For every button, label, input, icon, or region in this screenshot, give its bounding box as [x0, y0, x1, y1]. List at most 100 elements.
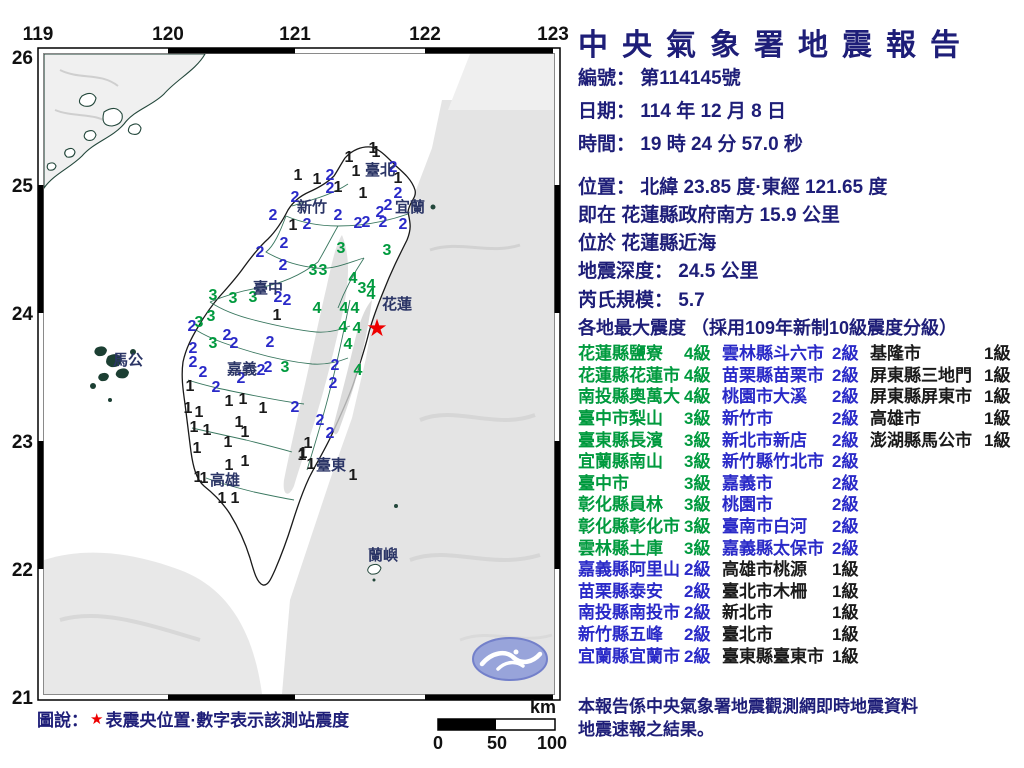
station-name: 花蓮縣鹽寮 — [578, 344, 663, 364]
epicenter-star-legend-icon: ★ — [90, 710, 104, 728]
intensity-table-row: 宜蘭縣宜蘭市 2級 臺東縣臺東市 1級 — [578, 643, 1024, 666]
intensity-marker: 2 — [189, 340, 198, 357]
intensity-marker: 1 — [200, 470, 209, 487]
intensity-marker: 4 — [367, 286, 376, 303]
axis-left-label: 21 — [12, 688, 34, 709]
intensity-marker: 3 — [209, 287, 218, 304]
legend-text: 表震央位置·數字表示該測站震度 — [105, 711, 350, 730]
intensity-marker: 1 — [304, 435, 313, 452]
intensity-marker: 1 — [190, 419, 199, 436]
intensity-marker: 2 — [329, 375, 338, 392]
axis-left-label: 22 — [12, 560, 33, 581]
intensity-marker: 2 — [279, 257, 288, 274]
footer-line-1: 本報告係中央氣象署地震觀測網即時地震資料 — [578, 697, 918, 716]
station-name: 臺南市白河 — [722, 517, 807, 537]
intensity-marker: 2 — [326, 425, 335, 442]
intensity-marker: 2 — [326, 180, 335, 197]
intensity-table-title: 各地最大震度 （採用109年新制10級震度分級） — [578, 318, 958, 338]
intensity-marker: 2 — [230, 335, 239, 352]
intensity-level: 2級 — [832, 430, 859, 450]
intensity-table-row: 花蓮縣花蓮市 4級 苗栗縣苗栗市 2級 屏東縣三地門 1級 — [578, 363, 1024, 385]
axis-top-label: 120 — [152, 24, 184, 45]
intensity-marker: 3 — [319, 262, 328, 279]
station-name: 高雄市桃源 — [722, 560, 807, 580]
station-name: 宜蘭縣宜蘭市 — [578, 646, 680, 666]
intensity-marker: 3 — [195, 314, 204, 331]
intensity-marker: 3 — [229, 290, 238, 307]
intensity-marker: 2 — [256, 244, 265, 261]
intensity-level: 2級 — [832, 452, 859, 472]
intensity-marker: 4 — [353, 320, 362, 337]
intensity-table-row: 南投縣南投市 2級 新北市 1級 — [578, 600, 1024, 622]
intensity-marker: 3 — [383, 242, 392, 259]
intensity-level: 2級 — [684, 646, 711, 666]
intensity-marker: 1 — [224, 434, 233, 451]
intensity-marker: 1 — [194, 469, 203, 486]
ocean-texture-4 — [459, 633, 553, 642]
intensity-marker: 2 — [303, 216, 312, 233]
report-footer: 本報告係中央氣象署地震觀測網即時地震資料 地震速報之結果。 — [578, 695, 1024, 741]
intensity-marker: 4 — [349, 270, 358, 287]
intensity-level: 4級 — [684, 365, 711, 385]
city-label: 臺東 — [316, 456, 346, 474]
intensity-marker: 2 — [354, 215, 363, 232]
city-label: 馬公 — [113, 352, 143, 369]
intensity-table-row: 新竹縣五峰 2級 臺北市 1級 — [578, 622, 1024, 644]
intensity-marker: 1 — [203, 422, 212, 439]
station-name: 彰化縣彰化市 — [578, 517, 680, 537]
report-time-line: 時間： 19 時 24 分 57.0 秒 — [578, 134, 803, 155]
intensity-level: 2級 — [832, 538, 859, 558]
intensity-marker: 2 — [283, 292, 292, 309]
ocean-shading-northeast — [448, 54, 555, 110]
station-name: 臺北市木柵 — [722, 581, 807, 601]
station-name: 屏東縣三地門 — [870, 365, 972, 385]
county-borders — [187, 183, 409, 501]
station-name: 彰化縣員林 — [578, 495, 663, 515]
intensity-level: 3級 — [684, 430, 711, 450]
intensity-level: 1級 — [832, 560, 859, 580]
intensity-marker: 1 — [186, 378, 195, 395]
intensity-marker: 1 — [225, 457, 234, 474]
max-intensity-table: 花蓮縣鹽寮 4級 雲林縣斗六市 2級 基隆市 1級 花蓮縣花蓮市 4級 苗栗縣苗栗市 2級 屏東縣三… — [578, 341, 1024, 665]
intensity-marker: 1 — [299, 445, 308, 462]
station-name: 嘉義縣阿里山 — [578, 560, 680, 580]
map-legend: 圖說： ★ 表震央位置·數字表示該測站震度 — [37, 706, 349, 731]
ocean-texture-2 — [419, 413, 536, 422]
intensity-level: 2級 — [684, 560, 711, 580]
city-label: 新竹 — [297, 198, 327, 216]
station-name: 臺東縣長濱 — [578, 430, 663, 450]
intensity-marker: 2 — [269, 207, 278, 224]
station-name: 新北市新店 — [722, 430, 807, 450]
intensity-marker: 1 — [307, 456, 316, 473]
city-label: 高雄 — [210, 471, 240, 489]
cwa-logo — [472, 637, 548, 681]
intensity-marker: 1 — [345, 149, 354, 166]
city-label: 宜蘭 — [395, 198, 425, 216]
station-name: 新北市 — [722, 603, 773, 623]
intensity-table-row: 雲林縣土庫 3級 嘉義縣太保市 2級 — [578, 535, 1024, 558]
intensity-marker: 4 — [313, 300, 322, 317]
intensity-marker: 2 — [237, 370, 246, 387]
guishan-island — [430, 204, 436, 210]
terrain-shading-east — [333, 300, 372, 435]
scale-tick-100: 100 — [537, 733, 567, 753]
station-name: 雲林縣土庫 — [578, 538, 663, 558]
intensity-marker: 2 — [291, 399, 300, 416]
station-name: 基隆市 — [870, 344, 921, 364]
station-name: 桃園市 — [722, 495, 773, 515]
station-name: 桃園市大溪 — [722, 387, 807, 407]
intensity-marker: 2 — [326, 167, 335, 184]
intensity-table-row: 臺中市梨山 3級 新竹市 2級 高雄市 1級 — [578, 406, 1024, 428]
intensity-level: 2級 — [684, 603, 711, 623]
intensity-marker: 1 — [218, 490, 227, 507]
magnitude-line: 芮氏規模： 5.7 — [578, 290, 705, 311]
intensity-marker: 2 — [379, 214, 388, 231]
intensity-marker: 1 — [313, 171, 322, 188]
intensity-level: 2級 — [832, 409, 859, 429]
offshore-islands — [46, 92, 142, 171]
intensity-level: 1級 — [832, 625, 859, 645]
station-name: 臺東縣臺東市 — [722, 646, 824, 666]
intensity-marker: 2 — [376, 204, 385, 221]
